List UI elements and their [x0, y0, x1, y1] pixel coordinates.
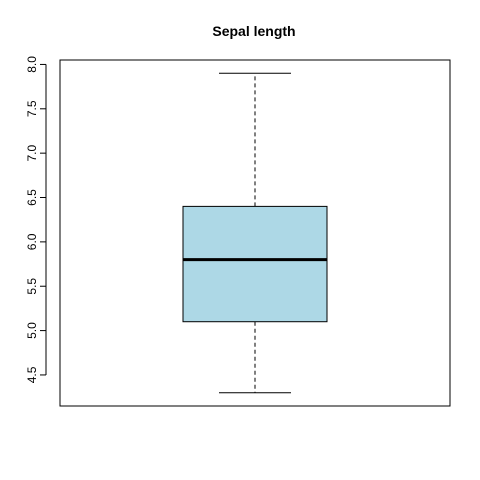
y-tick-label: 4.5: [25, 366, 39, 383]
y-tick-label: 5.5: [25, 278, 39, 295]
y-tick-label: 6.5: [25, 189, 39, 206]
iqr-box: [182, 205, 328, 323]
y-tick-label: 7.5: [25, 100, 39, 117]
boxplot-marks: [182, 72, 328, 394]
plot-frame: [59, 59, 451, 407]
chart-title: Sepal length: [212, 23, 295, 39]
y-tick-label: 8.0: [25, 56, 39, 73]
y-tick-label: 5.0: [25, 322, 39, 339]
y-tick-label: 6.0: [25, 233, 39, 250]
y-tick-label: 7.0: [25, 144, 39, 161]
y-axis: 4.5 5.0 5.5 6.0 6.5 7.0 7.5 8.0: [25, 56, 47, 383]
